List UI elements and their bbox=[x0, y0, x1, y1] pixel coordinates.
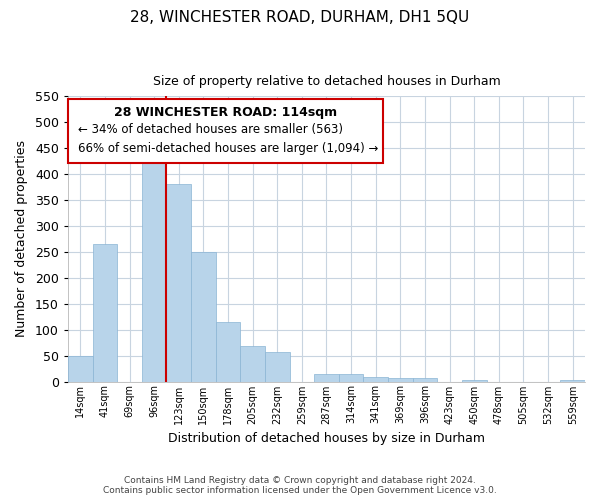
X-axis label: Distribution of detached houses by size in Durham: Distribution of detached houses by size … bbox=[168, 432, 485, 445]
Bar bbox=[215, 322, 241, 382]
FancyBboxPatch shape bbox=[68, 99, 383, 163]
Bar bbox=[339, 374, 364, 382]
Bar bbox=[413, 378, 437, 382]
Bar bbox=[364, 378, 388, 382]
Bar bbox=[314, 374, 339, 382]
Text: 66% of semi-detached houses are larger (1,094) →: 66% of semi-detached houses are larger (… bbox=[79, 142, 379, 155]
Text: 28 WINCHESTER ROAD: 114sqm: 28 WINCHESTER ROAD: 114sqm bbox=[114, 106, 337, 119]
Bar bbox=[265, 352, 290, 382]
Text: 28, WINCHESTER ROAD, DURHAM, DH1 5QU: 28, WINCHESTER ROAD, DURHAM, DH1 5QU bbox=[130, 10, 470, 25]
Bar bbox=[388, 378, 413, 382]
Y-axis label: Number of detached properties: Number of detached properties bbox=[15, 140, 28, 338]
Bar bbox=[191, 252, 215, 382]
Text: Contains HM Land Registry data © Crown copyright and database right 2024.
Contai: Contains HM Land Registry data © Crown c… bbox=[103, 476, 497, 495]
Bar bbox=[68, 356, 92, 382]
Title: Size of property relative to detached houses in Durham: Size of property relative to detached ho… bbox=[152, 75, 500, 88]
Bar bbox=[462, 380, 487, 382]
Text: ← 34% of detached houses are smaller (563): ← 34% of detached houses are smaller (56… bbox=[79, 123, 343, 136]
Bar bbox=[560, 380, 585, 382]
Bar bbox=[92, 244, 117, 382]
Bar bbox=[166, 184, 191, 382]
Bar bbox=[241, 346, 265, 382]
Bar bbox=[142, 156, 166, 382]
